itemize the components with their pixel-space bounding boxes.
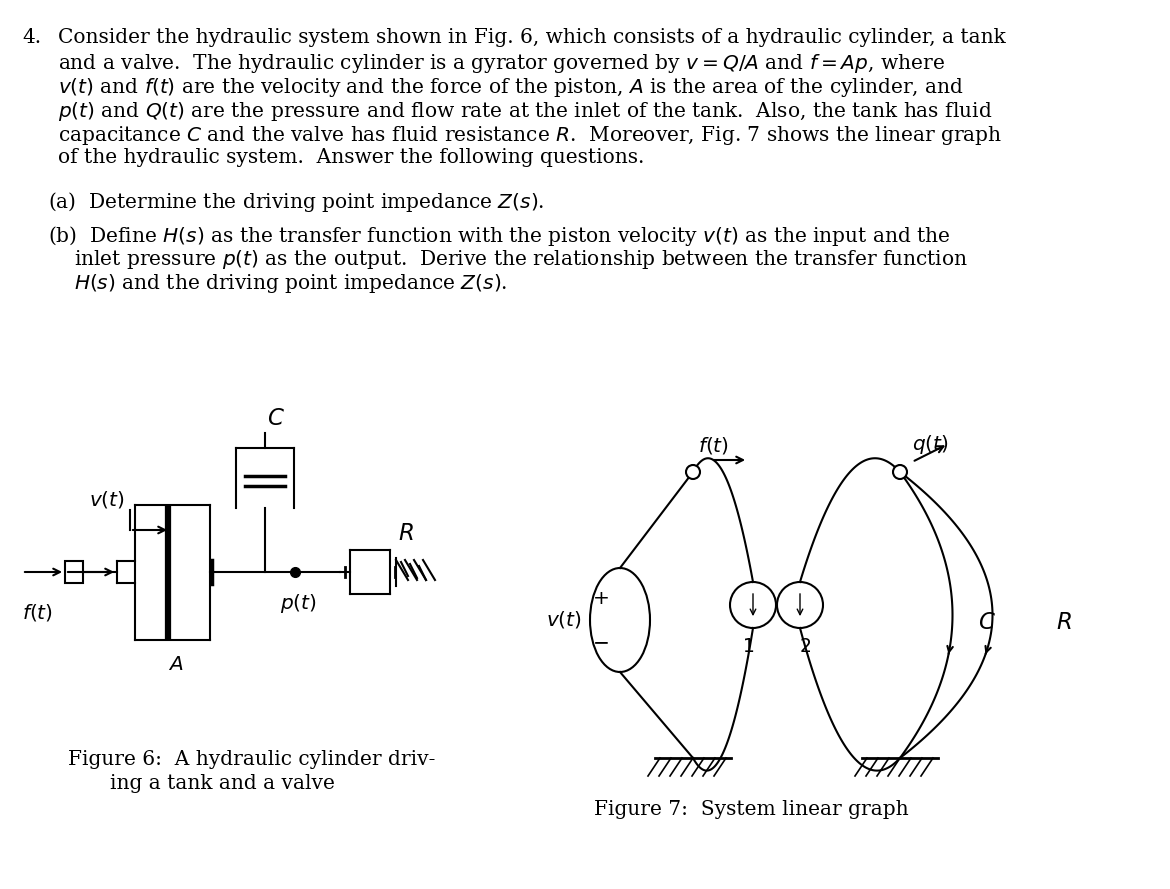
- Text: (a)  Determine the driving point impedance $Z(s)$.: (a) Determine the driving point impedanc…: [48, 190, 544, 214]
- Text: ing a tank and a valve: ing a tank and a valve: [110, 774, 335, 793]
- Text: Figure 6:  A hydraulic cylinder driv-: Figure 6: A hydraulic cylinder driv-: [68, 750, 435, 769]
- Text: of the hydraulic system.  Answer the following questions.: of the hydraulic system. Answer the foll…: [58, 148, 645, 167]
- Text: $C$: $C$: [978, 612, 996, 634]
- Text: Consider the hydraulic system shown in Fig. 6, which consists of a hydraulic cyl: Consider the hydraulic system shown in F…: [58, 28, 1006, 47]
- Text: $H(s)$ and the driving point impedance $Z(s)$.: $H(s)$ and the driving point impedance $…: [74, 272, 508, 295]
- Text: $v(t)$ and $f(t)$ are the velocity and the force of the piston, $A$ is the area : $v(t)$ and $f(t)$ are the velocity and t…: [58, 76, 964, 99]
- Text: $p(t)$ and $Q(t)$ are the pressure and flow rate at the inlet of the tank.  Also: $p(t)$ and $Q(t)$ are the pressure and f…: [58, 100, 992, 123]
- Text: inlet pressure $p(t)$ as the output.  Derive the relationship between the transf: inlet pressure $p(t)$ as the output. Der…: [74, 248, 968, 271]
- Text: $-$: $-$: [592, 632, 608, 652]
- Text: $f(t)$: $f(t)$: [22, 602, 53, 623]
- Text: and a valve.  The hydraulic cylinder is a gyrator governed by $v = Q/A$ and $f =: and a valve. The hydraulic cylinder is a…: [58, 52, 945, 75]
- Text: $p(t)$: $p(t)$: [280, 592, 317, 615]
- Text: $2$: $2$: [799, 638, 811, 656]
- Text: $1$: $1$: [742, 638, 753, 656]
- Circle shape: [893, 465, 907, 479]
- Text: Figure 7:  System linear graph: Figure 7: System linear graph: [594, 800, 909, 819]
- Text: (b)  Define $H(s)$ as the transfer function with the piston velocity $v(t)$ as t: (b) Define $H(s)$ as the transfer functi…: [48, 224, 950, 248]
- Text: $A$: $A$: [167, 655, 183, 674]
- Bar: [66, 561, 83, 583]
- Text: $C$: $C$: [267, 408, 284, 430]
- Text: $R$: $R$: [1057, 612, 1072, 634]
- Text: $f(t)$: $f(t)$: [698, 435, 729, 456]
- Text: 4.: 4.: [22, 28, 41, 47]
- Text: $v(t)$: $v(t)$: [89, 489, 125, 510]
- Text: $q(t)$: $q(t)$: [911, 433, 949, 456]
- Text: $+$: $+$: [592, 589, 608, 607]
- Text: $v(t)$: $v(t)$: [546, 610, 581, 630]
- Text: capacitance $C$ and the valve has fluid resistance $R$.  Moreover, Fig. 7 shows : capacitance $C$ and the valve has fluid …: [58, 124, 1003, 147]
- Circle shape: [686, 465, 700, 479]
- Text: $R$: $R$: [398, 523, 414, 545]
